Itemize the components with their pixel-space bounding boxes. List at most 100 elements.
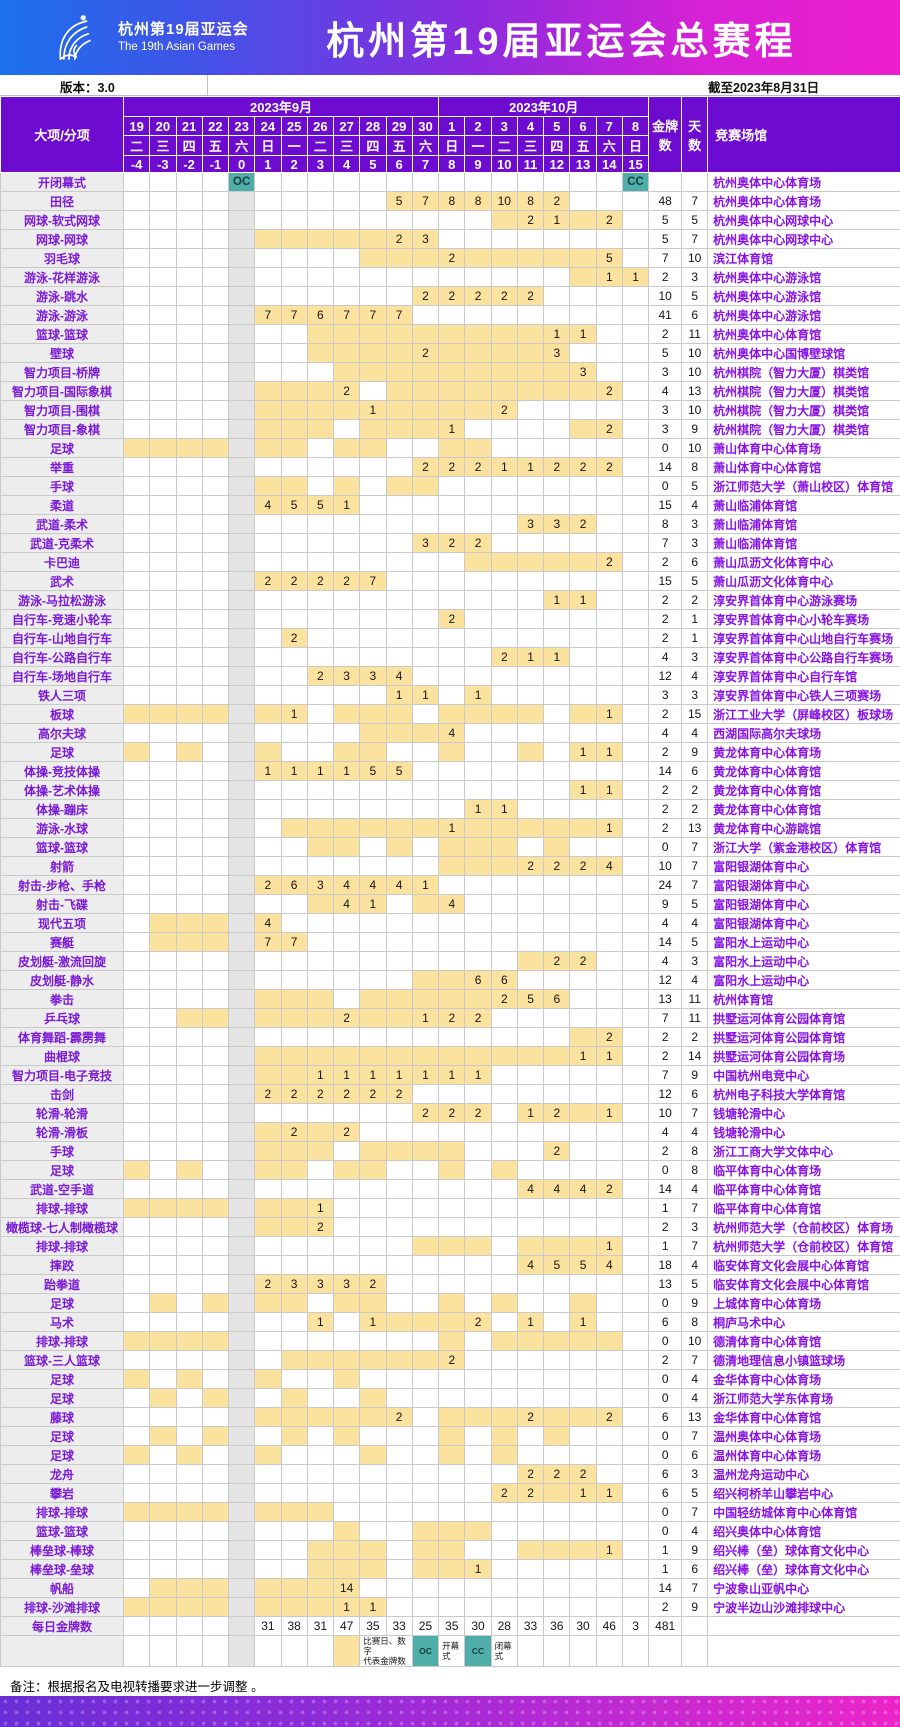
day-cell bbox=[150, 1066, 176, 1085]
day-cell bbox=[202, 762, 228, 781]
day-cell bbox=[124, 420, 150, 439]
weekday-header: 一 bbox=[465, 136, 491, 156]
day-cell bbox=[124, 344, 150, 363]
sport-label: 排球-排球 bbox=[1, 1503, 124, 1522]
day-cell bbox=[412, 1294, 438, 1313]
day-cell bbox=[360, 1370, 386, 1389]
day-cell bbox=[307, 895, 333, 914]
date-header: 21 bbox=[176, 117, 202, 136]
day-count: 3 bbox=[682, 268, 708, 287]
day-cell: 2 bbox=[465, 1313, 491, 1332]
day-cell bbox=[150, 211, 176, 230]
day-cell bbox=[307, 1370, 333, 1389]
day-cell bbox=[465, 382, 491, 401]
sport-label: 龙舟 bbox=[1, 1465, 124, 1484]
sport-label: 卡巴迪 bbox=[1, 553, 124, 572]
day-cell: 1 bbox=[491, 458, 517, 477]
day-cell bbox=[255, 363, 281, 382]
date-header: 22 bbox=[202, 117, 228, 136]
day-cell bbox=[491, 667, 517, 686]
day-count: 5 bbox=[682, 211, 708, 230]
venue-name: 绍兴柯桥羊山攀岩中心 bbox=[708, 1484, 900, 1503]
day-cell bbox=[150, 1579, 176, 1598]
day-cell: 4 bbox=[596, 857, 622, 876]
day-cell bbox=[412, 306, 438, 325]
day-cell bbox=[596, 572, 622, 591]
sport-label: 智力项目-桥牌 bbox=[1, 363, 124, 382]
weekday-header: 六 bbox=[229, 136, 255, 156]
day-cell: 1 bbox=[517, 648, 543, 667]
day-cell bbox=[622, 1028, 648, 1047]
day-cell bbox=[281, 1351, 307, 1370]
day-cell bbox=[517, 401, 543, 420]
day-cell bbox=[517, 553, 543, 572]
day-cell: 1 bbox=[386, 686, 412, 705]
day-cell bbox=[570, 1009, 596, 1028]
day-cell bbox=[386, 629, 412, 648]
day-cell bbox=[465, 1218, 491, 1237]
day-cell bbox=[412, 838, 438, 857]
day-cell bbox=[517, 686, 543, 705]
day-cell bbox=[307, 648, 333, 667]
day-cell bbox=[255, 268, 281, 287]
day-cell bbox=[386, 971, 412, 990]
day-cell bbox=[281, 1579, 307, 1598]
gold-count: 2 bbox=[649, 591, 682, 610]
day-cell bbox=[176, 1180, 202, 1199]
empty-cell bbox=[622, 1636, 648, 1667]
day-cell bbox=[570, 1370, 596, 1389]
day-cell: 1 bbox=[596, 705, 622, 724]
venue-name: 萧山体育中心体育场 bbox=[708, 439, 900, 458]
day-cell bbox=[281, 1218, 307, 1237]
day-cell bbox=[229, 1161, 255, 1180]
day-cell bbox=[386, 743, 412, 762]
day-cell bbox=[229, 1142, 255, 1161]
day-cell bbox=[412, 895, 438, 914]
day-cell: 1 bbox=[412, 686, 438, 705]
day-cell bbox=[176, 1503, 202, 1522]
day-cell bbox=[386, 1237, 412, 1256]
days-header: 天数 bbox=[682, 97, 708, 173]
sport-label: 射箭 bbox=[1, 857, 124, 876]
venue-name: 杭州奥体中心网球中心 bbox=[708, 230, 900, 249]
gold-count: 0 bbox=[649, 1332, 682, 1351]
sport-label: 足球 bbox=[1, 743, 124, 762]
day-cell bbox=[150, 1503, 176, 1522]
day-cell: 2 bbox=[334, 1009, 360, 1028]
day-cell: 25 bbox=[412, 1617, 438, 1636]
sport-label: 武道-克柔术 bbox=[1, 534, 124, 553]
day-cell bbox=[176, 1370, 202, 1389]
day-cell bbox=[439, 1313, 465, 1332]
day-cell bbox=[334, 287, 360, 306]
day-cell bbox=[124, 439, 150, 458]
day-cell bbox=[281, 1161, 307, 1180]
day-cell bbox=[202, 1180, 228, 1199]
venue-name: 钱塘轮滑中心 bbox=[708, 1123, 900, 1142]
version-label: 版本：3.0 bbox=[60, 77, 115, 96]
day-cell bbox=[596, 1085, 622, 1104]
day-cell bbox=[386, 268, 412, 287]
day-cell bbox=[255, 1465, 281, 1484]
day-cell bbox=[517, 781, 543, 800]
day-cell: 33 bbox=[517, 1617, 543, 1636]
day-cell bbox=[202, 287, 228, 306]
day-cell bbox=[176, 1598, 202, 1617]
day-cell bbox=[570, 1503, 596, 1522]
day-cell bbox=[307, 173, 333, 192]
day-cell bbox=[570, 553, 596, 572]
day-cell bbox=[307, 743, 333, 762]
day-cell bbox=[622, 344, 648, 363]
day-cell: 2 bbox=[307, 572, 333, 591]
day-cell: 2 bbox=[412, 1104, 438, 1123]
day-cell: 2 bbox=[255, 572, 281, 591]
day-cell bbox=[412, 1180, 438, 1199]
gold-count: 13 bbox=[649, 1275, 682, 1294]
weekday-header: 日 bbox=[622, 136, 648, 156]
day-cell bbox=[255, 838, 281, 857]
day-cell bbox=[622, 686, 648, 705]
venue-name: 西湖国际高尔夫球场 bbox=[708, 724, 900, 743]
venue-name: 淳安界首体育中心小轮车赛场 bbox=[708, 610, 900, 629]
